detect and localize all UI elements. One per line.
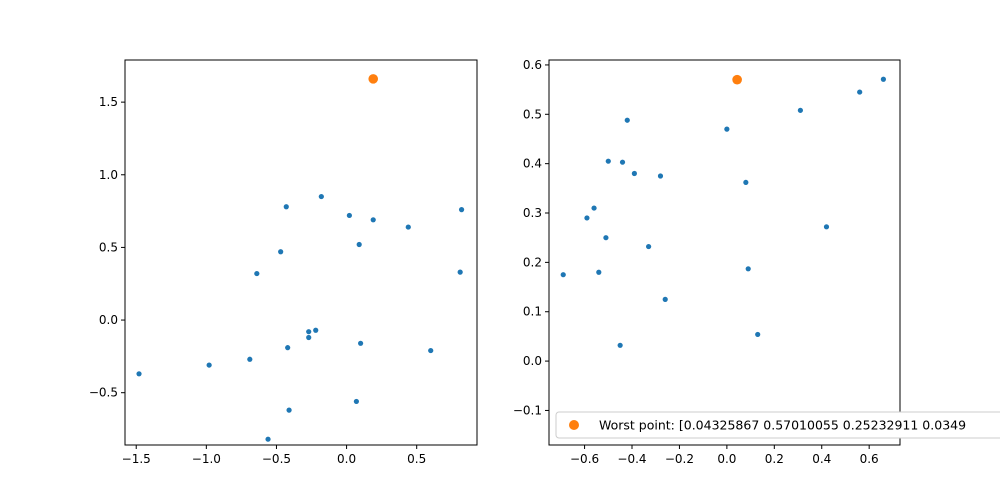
data-point <box>278 249 284 255</box>
scatter-panel-right: −0.6 −0.4 −0.2 0.0 0.2 0.4 0.6 −0.1 0.0 0.1 0.2 0.3… <box>513 58 901 466</box>
axes-frame <box>548 59 901 446</box>
y-tick-label: 0.0 <box>523 354 542 368</box>
data-point <box>624 117 630 123</box>
x-tick-label: −0.5 <box>262 452 291 466</box>
x-tick-label: 0.2 <box>765 452 784 466</box>
y-tick-label: 0.2 <box>523 255 542 269</box>
x-tick-label: 0.4 <box>812 452 831 466</box>
data-point <box>265 436 271 442</box>
scatter-panel-left: −1.5 −1.0 −0.5 0.0 0.5 −0.5 0.0 0.5 1.0 1.5 <box>89 59 478 466</box>
legend-box <box>555 411 1000 439</box>
data-point <box>755 331 761 338</box>
data-point <box>797 107 803 113</box>
data-point <box>662 296 668 302</box>
data-point <box>136 371 142 377</box>
x-tick-label: 0.5 <box>407 452 426 466</box>
data-point <box>457 269 463 275</box>
data-point <box>206 362 212 368</box>
y-tick-label: 0.6 <box>523 58 542 72</box>
data-point <box>857 89 863 95</box>
data-point <box>560 272 566 278</box>
legend-marker-worst-point <box>569 420 579 430</box>
data-point <box>428 347 434 354</box>
data-point <box>370 217 376 223</box>
data-point <box>603 235 609 241</box>
data-point <box>286 407 292 413</box>
data-point <box>306 329 312 335</box>
data-point <box>346 212 352 219</box>
x-tick-label: −1.0 <box>192 452 221 466</box>
data-point <box>619 159 626 165</box>
data-point <box>283 204 289 210</box>
data-point <box>743 179 749 186</box>
x-tick-label: −0.6 <box>570 452 599 466</box>
data-point <box>596 269 602 275</box>
data-point <box>880 76 886 82</box>
data-point <box>458 207 465 213</box>
data-point <box>285 345 291 351</box>
data-point <box>358 340 364 346</box>
data-point <box>584 215 590 221</box>
x-tick-label: −0.4 <box>617 452 646 466</box>
x-tick-label: 0.0 <box>337 452 356 466</box>
y-tick-label: −0.1 <box>513 403 542 417</box>
x-tick-label: 0.0 <box>717 452 736 466</box>
data-point <box>356 241 362 248</box>
y-tick-label: 1.5 <box>99 95 118 109</box>
y-tick-label: 0.0 <box>99 313 118 327</box>
y-tick-label: 0.3 <box>523 206 542 220</box>
data-point <box>313 327 319 333</box>
data-point <box>306 334 312 341</box>
y-tick-label: 0.5 <box>523 107 542 121</box>
data-point <box>405 224 411 230</box>
data-point <box>631 170 637 177</box>
data-point <box>745 266 751 272</box>
data-point <box>353 398 359 405</box>
data-point <box>617 342 623 348</box>
data-point <box>657 173 664 179</box>
x-tick-label: 0.6 <box>860 452 879 466</box>
y-tick-label: 1.0 <box>99 168 118 182</box>
legend: Worst point: [0.04325867 0.57010055 0.25… <box>555 411 1000 439</box>
data-point <box>646 243 652 250</box>
data-point <box>605 158 611 164</box>
axes-frame <box>124 59 478 446</box>
worst-point-marker <box>368 74 379 84</box>
legend-label-worst-point: Worst point: [0.04325867 0.57010055 0.25… <box>599 418 966 433</box>
data-point <box>318 193 324 200</box>
worst-point-marker <box>732 74 742 85</box>
data-point <box>724 126 730 132</box>
data-point <box>254 270 260 277</box>
y-tick-label: 0.1 <box>523 305 542 319</box>
x-tick-label: −1.5 <box>122 452 151 466</box>
y-tick-label: 0.5 <box>99 240 118 254</box>
data-point <box>823 224 830 230</box>
y-tick-label: 0.4 <box>523 157 542 171</box>
data-point <box>247 356 253 362</box>
data-point <box>591 205 597 211</box>
y-tick-label: −0.5 <box>89 386 118 400</box>
x-tick-label: −0.2 <box>665 452 694 466</box>
